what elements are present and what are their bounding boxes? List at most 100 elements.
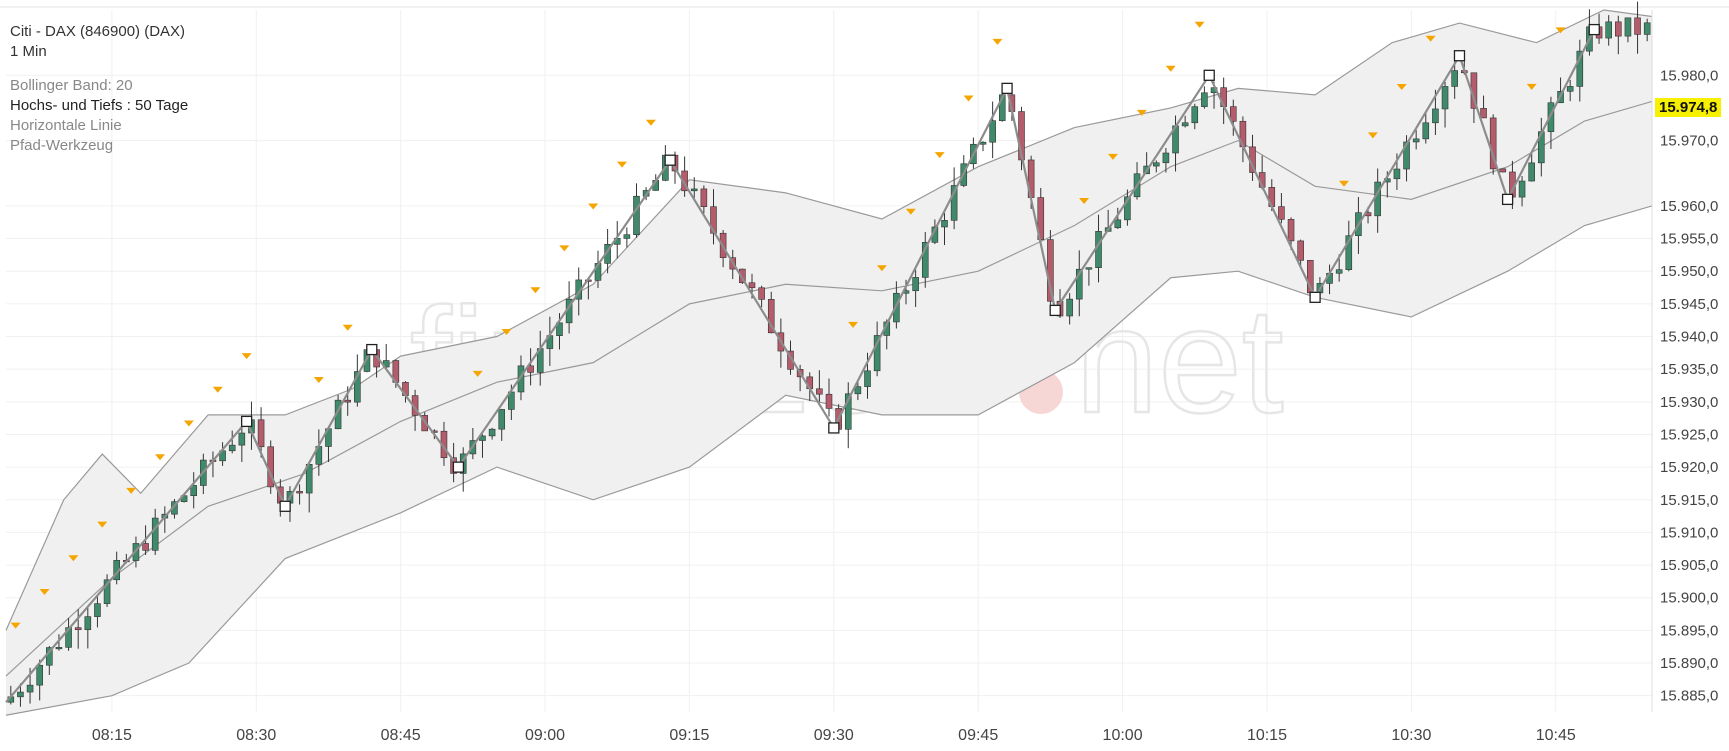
candle-body: [1432, 108, 1439, 124]
x-tick-label: 10:00: [1103, 727, 1143, 744]
y-tick-label: 15.920,0: [1660, 459, 1718, 476]
x-tick-label: 08:30: [236, 727, 276, 744]
candle-body: [1278, 206, 1285, 220]
y-tick-label: 15.915,0: [1660, 492, 1718, 509]
zigzag-point: [240, 415, 253, 428]
x-tick-label: 09:45: [958, 727, 998, 744]
chart-legend: Citi - DAX (846900) (DAX) 1 Min Bollinge…: [10, 22, 188, 156]
zigzag-line: [5, 29, 1596, 703]
candle-body: [1085, 267, 1093, 270]
y-tick-label: 15.980,0: [1660, 67, 1718, 84]
y-tick-label: 15.960,0: [1660, 198, 1718, 215]
candle-body: [1615, 21, 1622, 37]
high-marker: [1107, 153, 1118, 160]
candle-body: [36, 664, 43, 686]
candle-body: [739, 268, 746, 284]
candle-body: [74, 627, 82, 631]
x-tick-label: 08:15: [92, 727, 132, 744]
candle-body: [556, 322, 563, 336]
candle-body: [1547, 102, 1555, 132]
high-marker: [848, 321, 859, 328]
candle-body: [864, 370, 871, 387]
candle-body: [1201, 92, 1208, 107]
indicator-bollinger[interactable]: Bollinger Band: 20: [10, 77, 133, 94]
zigzag-point: [452, 461, 465, 473]
candle-body: [296, 491, 303, 494]
high-marker: [645, 119, 656, 126]
band-lower: [5, 205, 1653, 716]
candle-body: [1181, 122, 1189, 127]
candle-body: [1489, 117, 1497, 170]
candle-body: [103, 579, 111, 604]
candle-body: [1393, 168, 1401, 180]
high-marker: [905, 208, 916, 215]
high-marker: [313, 377, 324, 384]
y-axis: 15.885,0 15.890,0 15.895,0 15.900,0 15.905,0…: [1651, 10, 1718, 712]
indicator-path-tool[interactable]: Pfad-Werkzeug: [10, 137, 114, 154]
candle-body: [1345, 235, 1353, 270]
high-marker: [10, 622, 21, 629]
candle-body: [1075, 268, 1083, 300]
y-tick-label: 15.925,0: [1660, 426, 1718, 443]
high-marker: [1526, 83, 1537, 90]
candle-body: [700, 188, 708, 207]
candle-body: [1229, 106, 1237, 122]
y-tick-label: 15.935,0: [1660, 361, 1718, 378]
candle-body: [1297, 240, 1304, 261]
zigzag-point: [1453, 50, 1466, 62]
high-marker: [39, 588, 50, 595]
candle-body: [1191, 106, 1199, 124]
candle-body: [142, 543, 149, 551]
indicator-horizontal-line[interactable]: Horizontale Linie: [10, 117, 122, 134]
candle-body: [758, 287, 765, 300]
candle-body: [354, 371, 361, 403]
zigzag-point: [1309, 291, 1321, 303]
x-tick-label: 10:30: [1391, 727, 1431, 744]
high-marker: [963, 95, 974, 102]
candle-body: [979, 141, 987, 145]
y-tick-label: 15.970,0: [1660, 133, 1718, 150]
candle-body: [527, 365, 534, 373]
candle-body: [873, 335, 881, 372]
y-tick-label: 15.900,0: [1660, 590, 1718, 607]
candle-body: [17, 691, 24, 698]
zigzag-point: [1001, 82, 1013, 95]
x-tick-label: 09:15: [669, 727, 709, 744]
high-marker: [934, 152, 945, 159]
y-tick-label: 15.895,0: [1660, 622, 1718, 639]
x-tick-label: 10:15: [1247, 727, 1287, 744]
indicator-highs-lows[interactable]: Hochs- und Tiefs : 50 Tage: [10, 97, 189, 114]
candle-body: [690, 188, 698, 192]
high-marker: [342, 324, 353, 331]
chart-title: Citi - DAX (846900) (DAX): [10, 23, 186, 40]
zigzag-point: [1588, 23, 1600, 36]
high-marker: [472, 370, 483, 377]
y-tick-label: 15.945,0: [1660, 296, 1718, 313]
candle-body: [1403, 141, 1410, 170]
candle-body: [1576, 50, 1584, 87]
high-marker: [155, 454, 166, 461]
candle-body: [623, 234, 631, 239]
candle-body: [1499, 168, 1507, 173]
candle-body: [921, 242, 929, 278]
y-tick-label: 15.940,0: [1660, 329, 1718, 346]
band-area: [6, 10, 1652, 716]
candle-body: [825, 393, 833, 409]
candle-body: [1066, 298, 1073, 317]
candle-body: [498, 409, 506, 430]
high-marker: [183, 420, 194, 427]
y-tick-label: 15.890,0: [1660, 655, 1718, 672]
candle-body: [1566, 86, 1574, 92]
candle-body: [1605, 21, 1612, 39]
zigzag-point: [828, 422, 840, 434]
x-tick-label: 09:30: [814, 727, 854, 744]
y-tick-label: 15.950,0: [1660, 263, 1718, 280]
zigzag-point: [1049, 304, 1061, 317]
y-tick-label: 15.930,0: [1660, 394, 1718, 411]
chart-interval: 1 Min: [10, 43, 47, 60]
high-marker: [1136, 109, 1147, 116]
candle-body: [998, 94, 1006, 121]
candle-body: [84, 616, 92, 631]
high-marker: [1555, 27, 1566, 34]
